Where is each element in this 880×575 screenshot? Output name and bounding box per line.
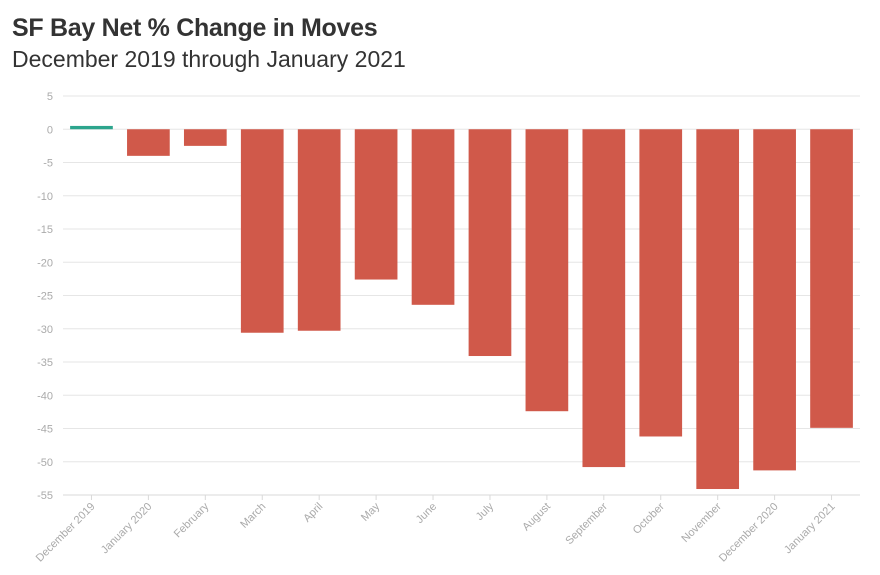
x-tick-label: December 2019 [34,501,98,565]
bar [297,129,341,331]
chart-title: SF Bay Net % Change in Moves [12,14,378,42]
x-tick-label: May [359,500,383,524]
y-tick-label: -5 [43,158,53,170]
bar [127,129,170,156]
y-tick-label: -25 [37,291,53,303]
bar [753,129,796,471]
x-tick-label: January 2021 [782,501,838,557]
bar [70,125,113,130]
bar [639,129,683,437]
bar [183,129,227,146]
y-tick-label: -35 [37,357,53,369]
bar [525,129,569,412]
x-tick-label: August [520,501,553,534]
y-tick-label: -40 [37,390,53,402]
bar-layer [70,125,853,490]
x-tick-label: November [679,500,724,545]
y-tick-label: 5 [47,91,53,103]
bar [240,129,284,333]
y-tick-label: -50 [37,457,53,469]
bar [582,129,626,468]
bar [810,129,853,428]
y-tick-label: -10 [37,191,53,203]
bar [354,129,398,280]
chart-subtitle: December 2019 through January 2021 [12,46,406,72]
grid-layer [63,95,860,496]
bar [468,129,512,357]
bar [696,129,740,490]
y-tick-label: -15 [37,224,53,236]
y-tick-label: -45 [37,424,53,436]
x-tick-label: July [474,500,497,523]
x-tick-label: October [631,500,667,536]
x-tick-label: December 2020 [717,501,781,565]
y-tick-label: -30 [37,324,53,336]
x-tick-label: April [301,501,325,525]
x-tick-label: February [172,500,212,540]
y-tick-label: -20 [37,257,53,269]
x-tick-label: March [238,501,268,531]
y-tick-label: -55 [37,490,53,502]
x-tick-label: June [414,501,439,526]
x-tick-label: January 2020 [99,501,155,557]
x-tick-label: September [563,500,610,547]
bar [411,129,455,305]
y-tick-label: 0 [47,124,53,136]
